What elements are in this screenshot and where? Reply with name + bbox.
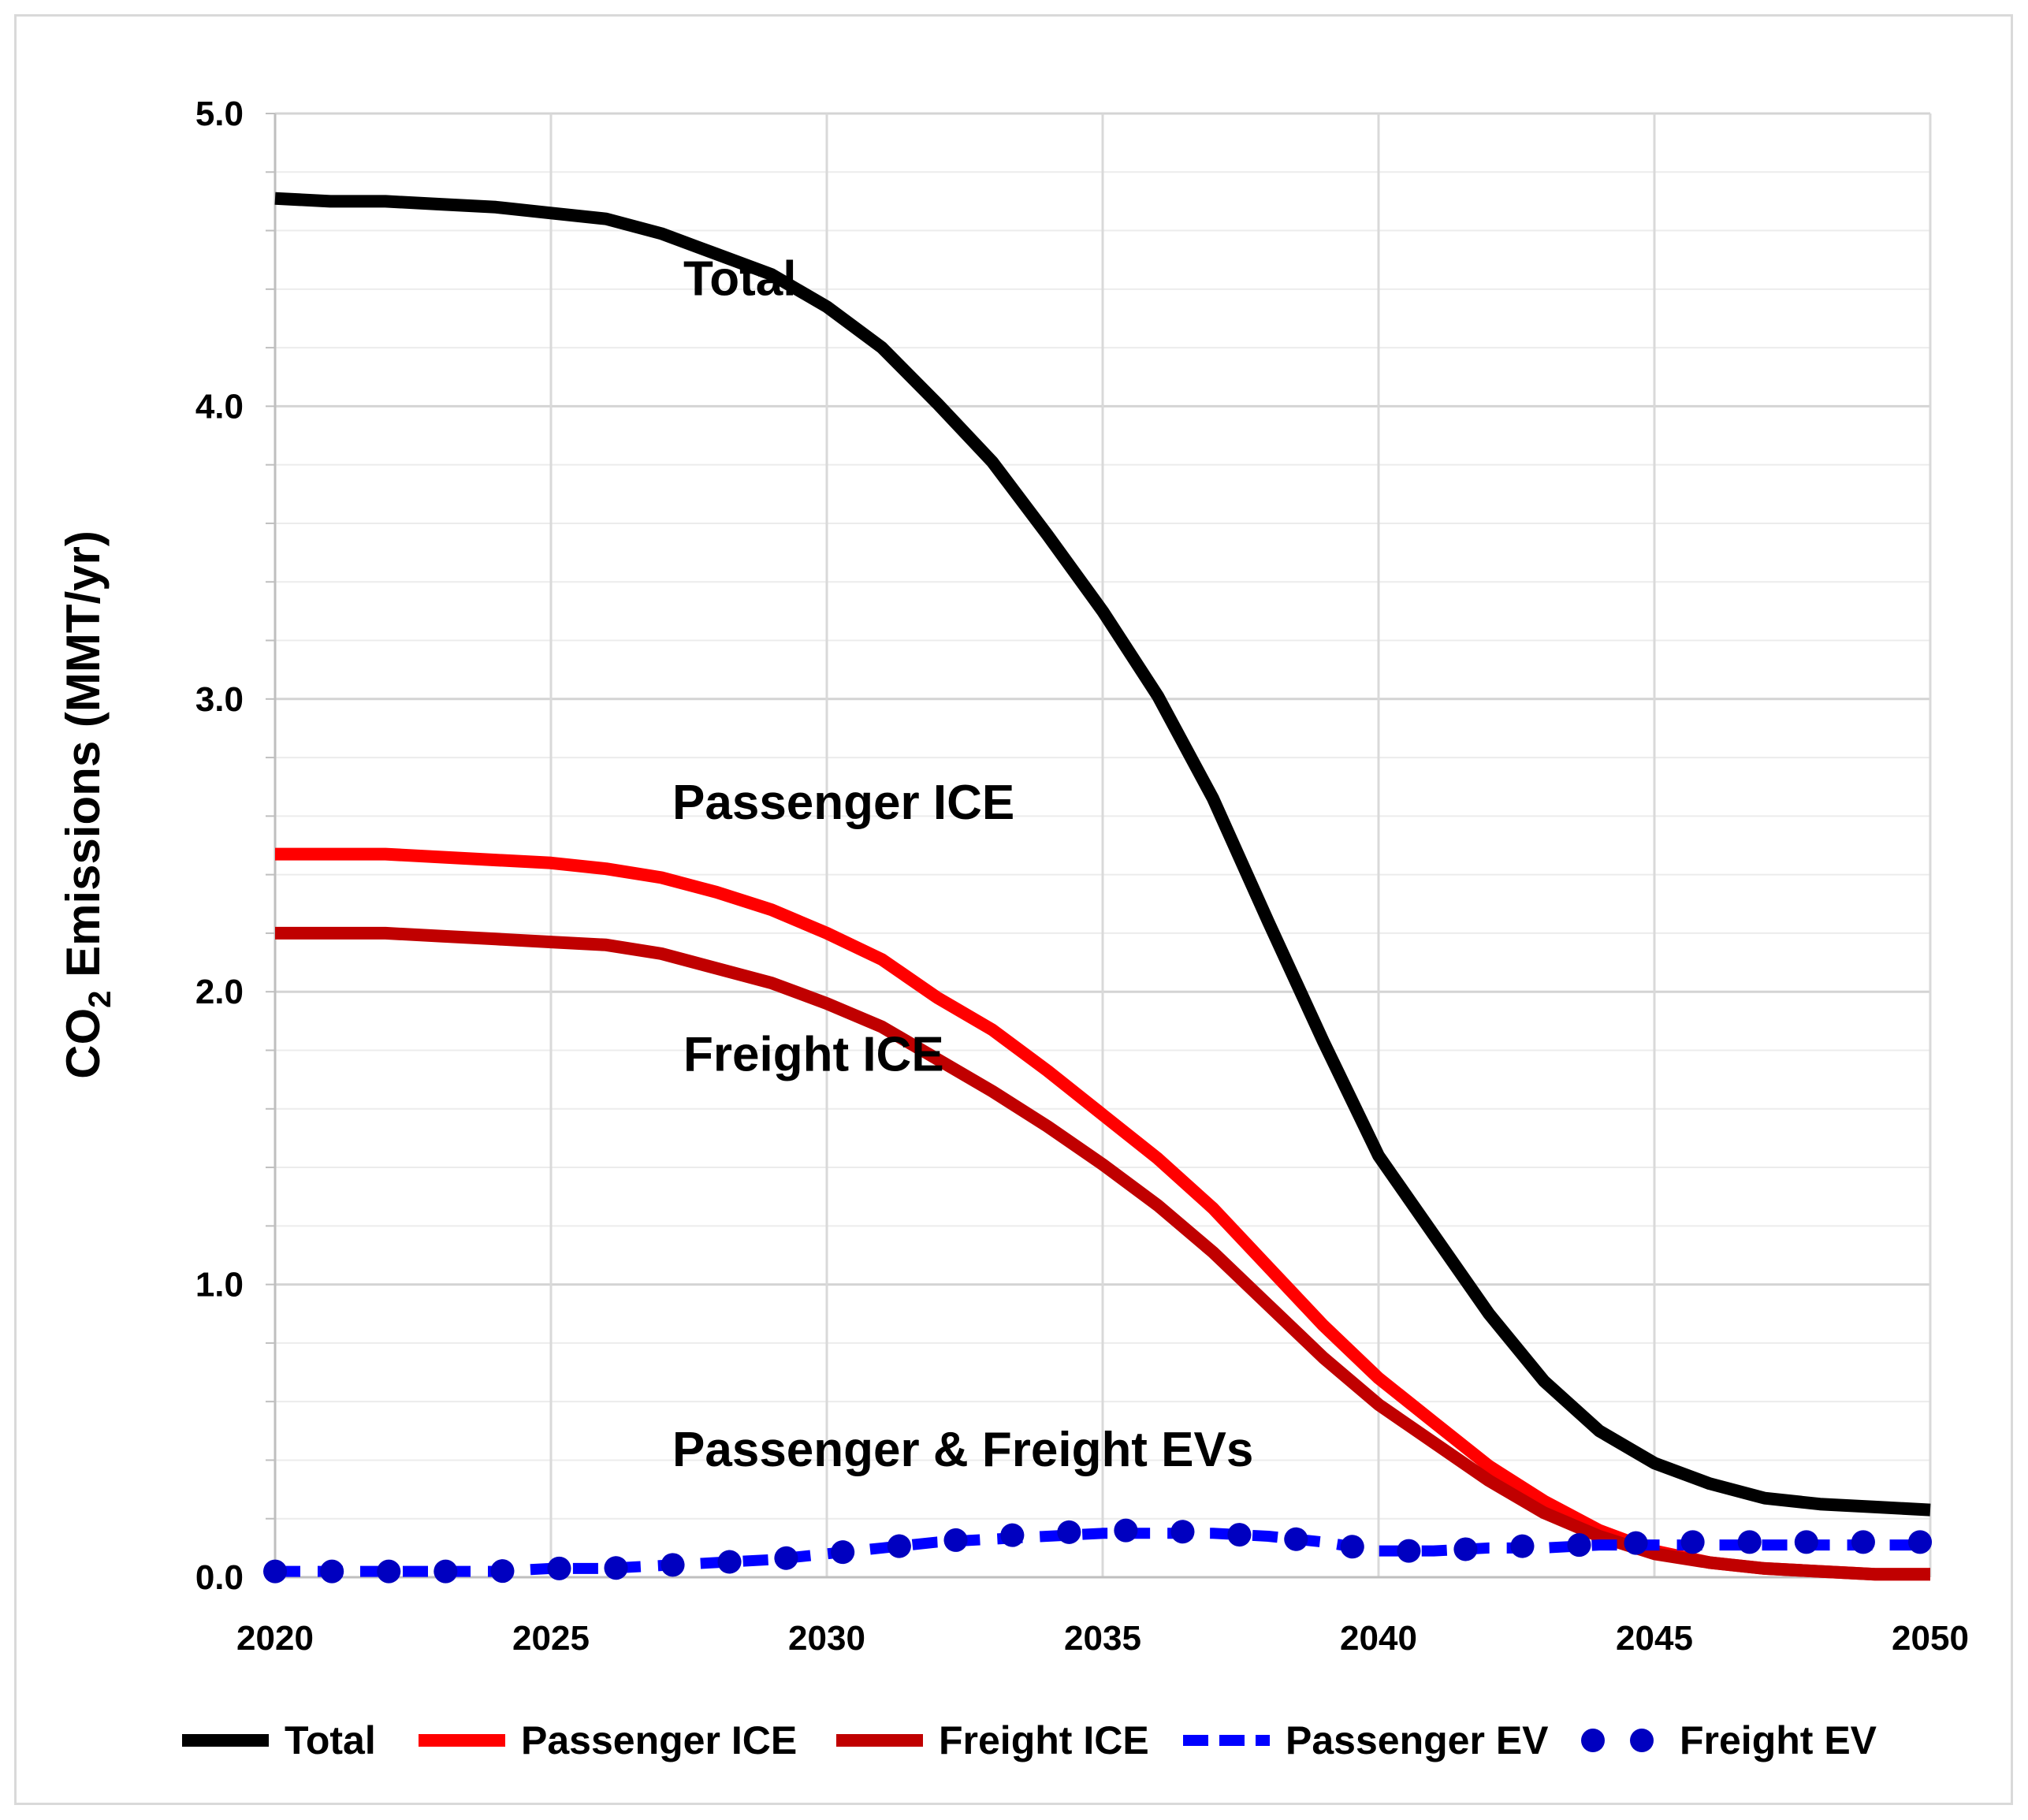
legend: Total Passenger ICE Freight ICE Passenger E… — [182, 1718, 1877, 1762]
x-tick-label: 2030 — [788, 1619, 865, 1658]
legend-swatch-dot — [1581, 1729, 1605, 1752]
y-axis-label-sub: 2 — [83, 991, 117, 1008]
annotations: Total Passenger ICE Freight ICE Passenger &… — [672, 251, 1253, 1477]
x-tick-label: 2040 — [1340, 1619, 1417, 1658]
x-tick-label: 2025 — [512, 1619, 590, 1658]
x-tick-label: 2050 — [1892, 1619, 1969, 1658]
chart-frame: 0.0 1.0 2.0 3.0 4.0 5.0 2020 2025 2030 2035 2040 20… — [14, 14, 2013, 1805]
x-tick-label: 2045 — [1616, 1619, 1693, 1658]
gridlines — [274, 112, 1932, 1579]
y-axis-label-main: CO — [57, 1008, 110, 1079]
annotation-label: Passenger ICE — [672, 776, 1014, 830]
y-tick-label: 1.0 — [195, 1266, 244, 1305]
series-lines — [263, 192, 1942, 1584]
legend-item-total: Total — [182, 1718, 376, 1762]
y-tick-label: 4.0 — [195, 387, 244, 426]
tick-labels: 0.0 1.0 2.0 3.0 4.0 5.0 2020 2025 2030 2035 2040 20… — [195, 95, 1969, 1658]
legend-item-passenger-ev: Passenger EV — [1183, 1718, 1549, 1762]
series-line-freight-ice — [275, 926, 1930, 1581]
legend-label: Freight EV — [1680, 1718, 1877, 1762]
y-tick-label: 3.0 — [195, 680, 244, 719]
series-line-freight-ev — [263, 1518, 1942, 1584]
legend-item-passenger-ice: Passenger ICE — [419, 1718, 797, 1762]
legend-label: Passenger EV — [1286, 1718, 1549, 1762]
legend-item-freight-ev: Freight EV — [1581, 1718, 1877, 1762]
legend-label: Total — [285, 1718, 376, 1762]
legend-swatch-dot — [1630, 1729, 1654, 1752]
y-tick-label: 5.0 — [195, 95, 244, 133]
y-axis-label-rest: Emissions (MMT/yr) — [57, 530, 110, 990]
legend-item-freight-ice: Freight ICE — [836, 1718, 1149, 1762]
annotation-label: Passenger & Freight EVs — [672, 1423, 1253, 1477]
series-line-total — [274, 192, 1931, 1517]
annotation-label: Total — [683, 251, 797, 306]
legend-label: Passenger ICE — [521, 1718, 797, 1762]
y-tick-label: 2.0 — [195, 973, 244, 1011]
legend-label: Freight ICE — [939, 1718, 1149, 1762]
y-tick-label: 0.0 — [195, 1558, 244, 1597]
y-axis-label: CO2 Emissions (MMT/yr) — [57, 530, 117, 1079]
x-tick-label: 2020 — [236, 1619, 314, 1658]
x-tick-label: 2035 — [1064, 1619, 1141, 1658]
emissions-line-chart: 0.0 1.0 2.0 3.0 4.0 5.0 2020 2025 2030 2035 2040 20… — [57, 95, 1969, 1762]
annotation-label: Freight ICE — [683, 1027, 944, 1081]
axes — [266, 113, 1930, 1579]
